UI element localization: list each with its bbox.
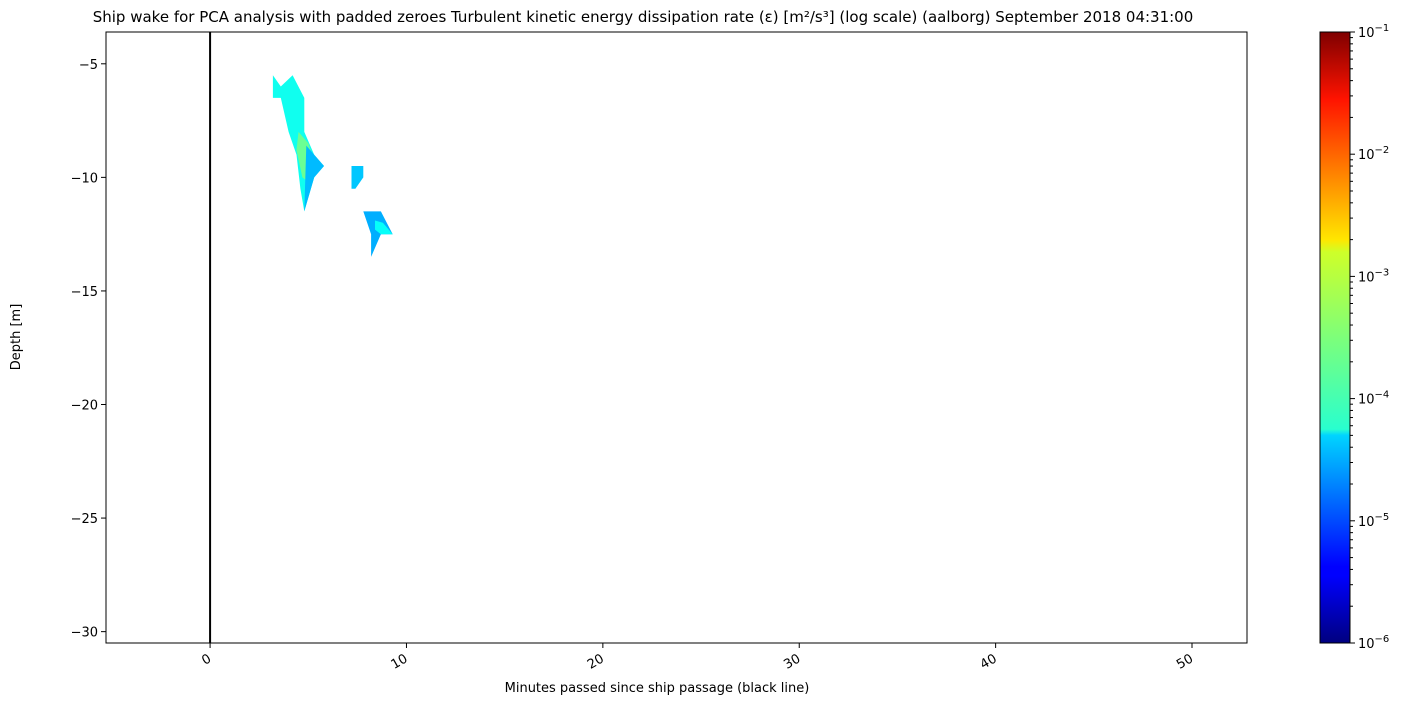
y-tick-label: −25 (71, 512, 98, 527)
y-tick-label: −10 (71, 171, 98, 186)
plot-frame (105, 31, 1248, 644)
colorbar-tick-label: 10−6 (1358, 634, 1389, 652)
colorbar-tick-label: 10−4 (1358, 390, 1389, 408)
heatmap-patch (304, 145, 324, 212)
chart-title: Ship wake for PCA analysis with padded z… (93, 8, 1194, 26)
colorbar-tick-label: 10−5 (1358, 512, 1389, 530)
colorbar-ticks: 10−6 10−5 10−4 10−3 10−2 10−1 (1350, 23, 1389, 652)
x-tick-label: 40 (978, 651, 1000, 672)
heatmap-patch (363, 211, 393, 257)
colorbar-tick-label: 10−3 (1358, 267, 1389, 285)
plot-area (106, 32, 1247, 643)
y-tick-label: −30 (71, 626, 98, 641)
x-tick-label: 30 (781, 651, 803, 672)
heatmap-patches (272, 75, 393, 257)
x-tick-label: 50 (1174, 651, 1196, 672)
heatmap-patch (351, 166, 364, 189)
x-axis-ticks: 0 10 20 30 40 50 (199, 643, 1196, 673)
colorbar-tick-label: 10−2 (1358, 145, 1389, 163)
colorbar-tick-label: 10−1 (1358, 23, 1389, 41)
heatmap-patch (375, 220, 393, 235)
x-tick-label: 0 (199, 651, 214, 668)
y-tick-label: −15 (71, 285, 98, 300)
x-tick-label: 10 (389, 651, 411, 672)
x-axis-label: Minutes passed since ship passage (black… (505, 681, 810, 696)
colorbar (1319, 31, 1351, 644)
x-tick-label: 20 (585, 651, 607, 672)
y-axis-label: Depth [m] (9, 304, 24, 371)
y-axis-ticks: −5 −10 −15 −20 −25 −30 (71, 58, 106, 641)
y-tick-label: −20 (71, 399, 98, 414)
y-tick-label: −5 (79, 58, 98, 73)
